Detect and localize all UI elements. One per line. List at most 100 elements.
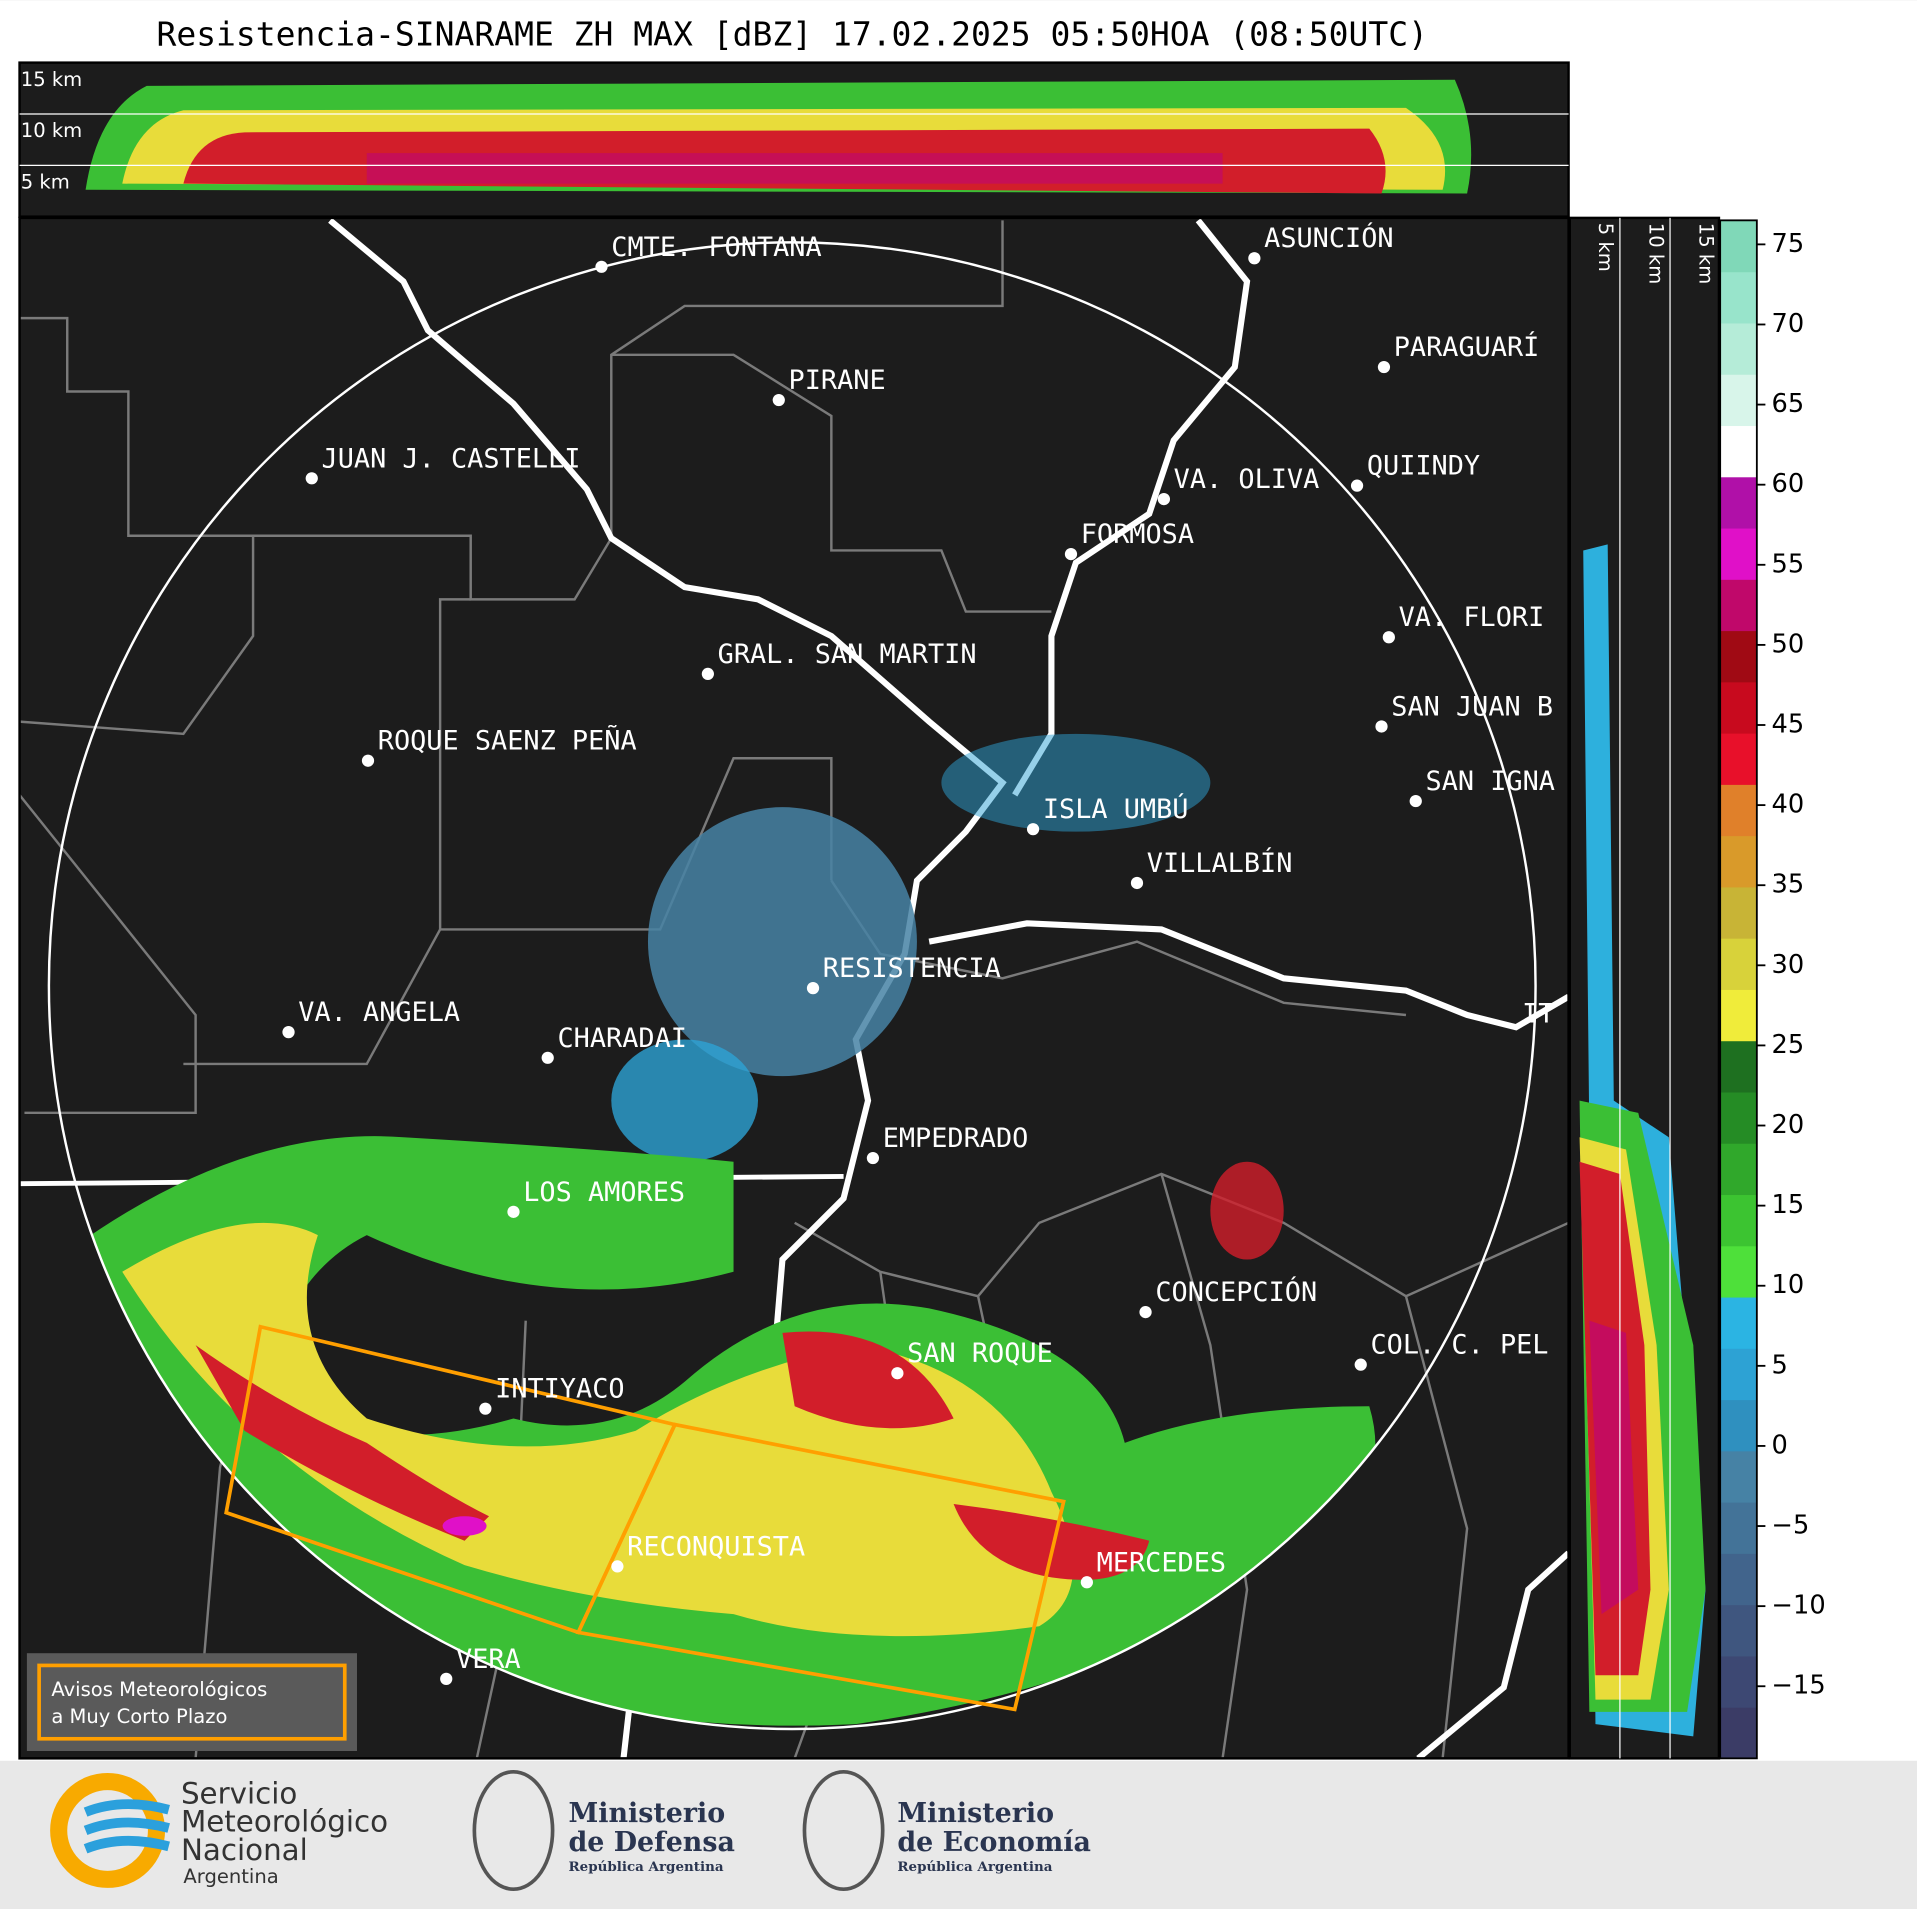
colorbar-band (1720, 476, 1757, 529)
city-dot (1080, 1576, 1093, 1589)
colorbar-tick-label: 5 (1772, 1350, 1788, 1380)
colorbar-band (1720, 527, 1757, 580)
logo-text: Servicio (181, 1777, 297, 1811)
colorbar-band (1720, 886, 1757, 939)
city-label: COL. C. PEL (1371, 1330, 1549, 1361)
colorbar-band (1720, 1655, 1757, 1708)
city-label: IT (1522, 998, 1554, 1029)
colorbar-band (1720, 425, 1757, 478)
coat-of-arms (802, 1769, 885, 1891)
city-dot (1382, 631, 1395, 644)
colorbar-band (1720, 681, 1757, 734)
city-label: CHARADAI (557, 1023, 686, 1054)
city-label: VA. FLORI (1399, 602, 1545, 633)
colorbar-band (1720, 220, 1757, 273)
city-label: GRAL. SAN MARTIN (718, 639, 977, 670)
city-label: MERCEDES (1097, 1547, 1226, 1578)
city-dot (361, 754, 375, 767)
colorbar-tick-label: 0 (1772, 1430, 1788, 1460)
top-panel: 15 km 10 km 5 km (18, 61, 1570, 218)
city-dot (1377, 360, 1391, 374)
warning-legend: Avisos Meteorológicos a Muy Corto Plazo (26, 1653, 357, 1752)
logo-text: Ministerio (568, 1798, 725, 1829)
city-dot (479, 1402, 492, 1415)
city-dot (611, 1560, 624, 1573)
city-dot (891, 1367, 904, 1380)
colorbar-band (1720, 1296, 1757, 1349)
colorbar-band (1720, 1604, 1757, 1657)
logo-text: Argentina (183, 1865, 278, 1888)
city-dot (806, 982, 820, 995)
colorbar-band (1720, 1450, 1757, 1503)
colorbar-band (1720, 733, 1757, 785)
city-label: RESISTENCIA (823, 953, 1001, 984)
city-label: PARAGUARÍ (1394, 331, 1540, 363)
city-dot (1026, 823, 1040, 836)
city-dot (1409, 794, 1422, 808)
city-label: VA. ANGELA (298, 997, 460, 1028)
city-dot (440, 1672, 453, 1685)
height-label: 10 km (1644, 223, 1667, 284)
city-label: INTIYACO (495, 1374, 624, 1405)
footer: Servicio Meteorológico Nacional Argentin… (50, 1769, 1091, 1891)
city-label: SAN ROQUE (907, 1338, 1053, 1369)
colorbar-frame (1719, 219, 1758, 1760)
logo-text: Meteorológico (181, 1805, 388, 1839)
colorbar-tick-label: 40 (1772, 790, 1805, 820)
smn-logo (50, 1773, 166, 1888)
colorbar-band (1720, 1348, 1757, 1401)
colorbar-tick-label: 30 (1772, 950, 1805, 980)
title: Resistencia-SINARAME ZH MAX [dBZ] 17.02.… (156, 15, 1428, 54)
map: CMTE. FONTANA ASUNCIÓN PIRANE PARAGUARÍ JUAN… (19, 217, 1569, 1759)
city-label: RECONQUISTA (627, 1531, 805, 1562)
colorbar-tick-label: −5 (1772, 1511, 1810, 1541)
city-label: JUAN J. CASTELLI (322, 443, 581, 474)
city-dot (282, 1026, 295, 1039)
colorbar-band (1720, 835, 1757, 888)
colorbar-tick-label: 35 (1772, 870, 1805, 900)
colorbar-band (1720, 1194, 1757, 1247)
colorbar-band (1720, 374, 1757, 427)
warning-polygons (224, 1324, 1066, 1712)
city-label: VERA (456, 1644, 521, 1675)
colorbar-tick-label: 65 (1772, 389, 1805, 419)
city-dot (1130, 876, 1144, 890)
colorbar-tick-label: −10 (1772, 1591, 1826, 1621)
colorbar-band (1720, 1245, 1757, 1298)
colorbar-tick-label: 60 (1772, 469, 1805, 499)
colorbar-band (1720, 630, 1757, 683)
range-ring (47, 241, 1537, 1731)
city-label: FORMOSA (1081, 519, 1194, 550)
colorbar-tick-label: 20 (1772, 1110, 1805, 1140)
city-dot (305, 472, 318, 485)
city-dot (1354, 1358, 1367, 1371)
colorbar-tick-label: 15 (1772, 1190, 1805, 1220)
city-dot (595, 260, 608, 273)
logo-text: de Economía (897, 1827, 1091, 1858)
colorbar-band (1720, 1040, 1757, 1093)
city-label: VA. OLIVA (1174, 464, 1320, 495)
city-label: SAN IGNA (1426, 766, 1555, 797)
city-label: CONCEPCIÓN (1155, 1276, 1317, 1308)
colorbar-band (1720, 989, 1757, 1042)
logo-text: de Defensa (568, 1827, 734, 1858)
city-label: CMTE. FONTANA (611, 232, 821, 263)
height-label: 15 km (1694, 223, 1717, 284)
city-dot (1248, 252, 1261, 265)
city-label: QUIINDY (1367, 451, 1480, 482)
warning-text: a Muy Corto Plazo (51, 1705, 227, 1728)
city-dot (1350, 479, 1364, 492)
city-label: ISLA UMBÚ (1043, 793, 1189, 825)
map-frame (18, 216, 1570, 1760)
height-label: 15 km (21, 68, 82, 91)
cities: CMTE. FONTANA ASUNCIÓN PIRANE PARAGUARÍ JUAN… (282, 222, 1555, 1685)
colorbar-tick-label: 70 (1772, 309, 1805, 339)
colorbar-band (1720, 1553, 1757, 1606)
colorbar-tick-label: 55 (1772, 549, 1805, 579)
height-label: 10 km (21, 119, 82, 142)
echoes (73, 733, 1376, 1726)
colorbar-band (1720, 784, 1757, 837)
logo-text: República Argentina (897, 1859, 1052, 1875)
